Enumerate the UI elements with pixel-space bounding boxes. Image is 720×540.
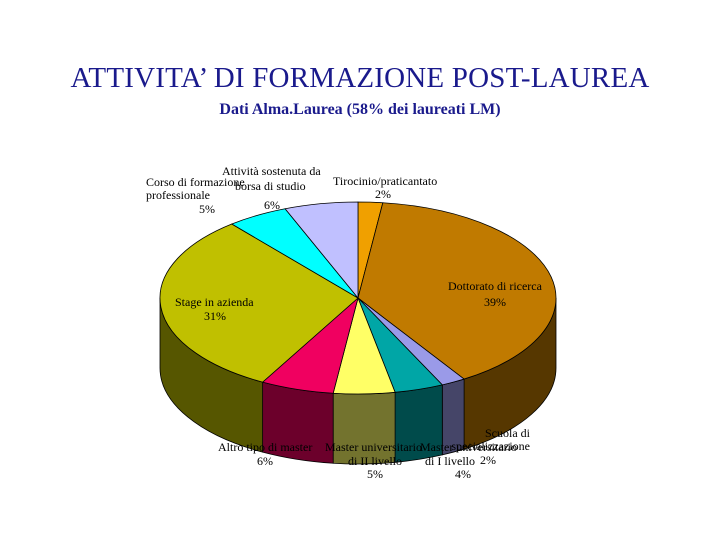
slice-label-0: Tirocinio/praticantato <box>333 174 437 188</box>
slice-value-2: 2% <box>480 453 496 467</box>
slice-label-1: Dottorato di ricerca <box>448 279 543 293</box>
slice-value-3: 4% <box>455 467 471 481</box>
pie-slice-8 <box>284 201 359 300</box>
slice-value-5: 6% <box>257 454 273 468</box>
slice-value-8: 6% <box>264 198 280 212</box>
chart-subtitle: Dati Alma.Laurea (58% dei laureati LM) <box>219 101 501 118</box>
slice-label-7: Corso di formazione professionale <box>146 175 245 202</box>
pie-slice-6 <box>159 223 359 383</box>
slice-label-8: Attività sostenuta da borsa di studio <box>222 164 321 193</box>
chart-title: ATTIVITA’ DI FORMAZIONE POST-LAUREA <box>70 62 650 94</box>
slice-value-1: 39% <box>484 295 506 309</box>
slice-label-3: Master universitario di I livello <box>420 440 517 468</box>
slice-value-6: 31% <box>204 309 226 323</box>
slice-value-4: 5% <box>367 467 383 481</box>
slice-value-0: 2% <box>375 187 391 201</box>
slice-label-2: Scuola di specializzazione <box>451 426 530 453</box>
slice-label-6: Stage in azienda <box>175 295 254 309</box>
slice-label-4: Master universitario di II livello <box>325 440 422 468</box>
slice-value-7: 5% <box>199 202 215 216</box>
pie-slice-1 <box>357 202 557 380</box>
slice-label-5: Altro tipo di master <box>218 440 312 454</box>
